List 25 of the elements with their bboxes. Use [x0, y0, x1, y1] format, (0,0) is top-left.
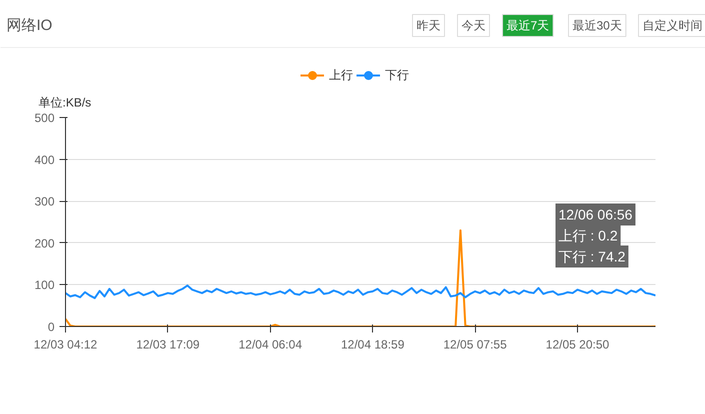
y-tick-label: 400: [34, 152, 55, 167]
text: 自定义时间: [642, 18, 702, 32]
legend-label: 下行: [385, 66, 409, 84]
text: 昨天: [416, 18, 440, 32]
text: 今天: [462, 18, 486, 32]
y-tick-label: 200: [34, 236, 55, 250]
y-axis-title: 单位:KB/s: [38, 96, 92, 110]
text: 最近7天: [506, 18, 550, 32]
x-tick-label: 12/03 17:09: [136, 338, 200, 352]
x-tick-label: 12/04 06:04: [238, 338, 302, 352]
text: 最近30天: [572, 18, 622, 32]
y-tick-label: 0: [48, 320, 55, 334]
legend-label: 上行: [329, 66, 353, 84]
line-series: [66, 284, 656, 300]
x-tick-label: 12/03 04:12: [34, 338, 98, 352]
x-tick-label: 12/05 07:55: [443, 338, 508, 352]
chart-title: 网络IO: [6, 17, 52, 34]
y-tick-label: 300: [34, 194, 55, 209]
annotation: 下行 : 74.2: [558, 248, 626, 264]
x-tick-label: 12/04 18:59: [340, 338, 405, 352]
annotation: 12/06 06:56: [558, 206, 633, 222]
y-tick-label: 500: [34, 111, 55, 125]
y-tick-label: 100: [34, 278, 55, 292]
annotation: 上行 : 0.2: [558, 228, 618, 244]
x-tick-label: 12/05 20:50: [546, 338, 610, 352]
